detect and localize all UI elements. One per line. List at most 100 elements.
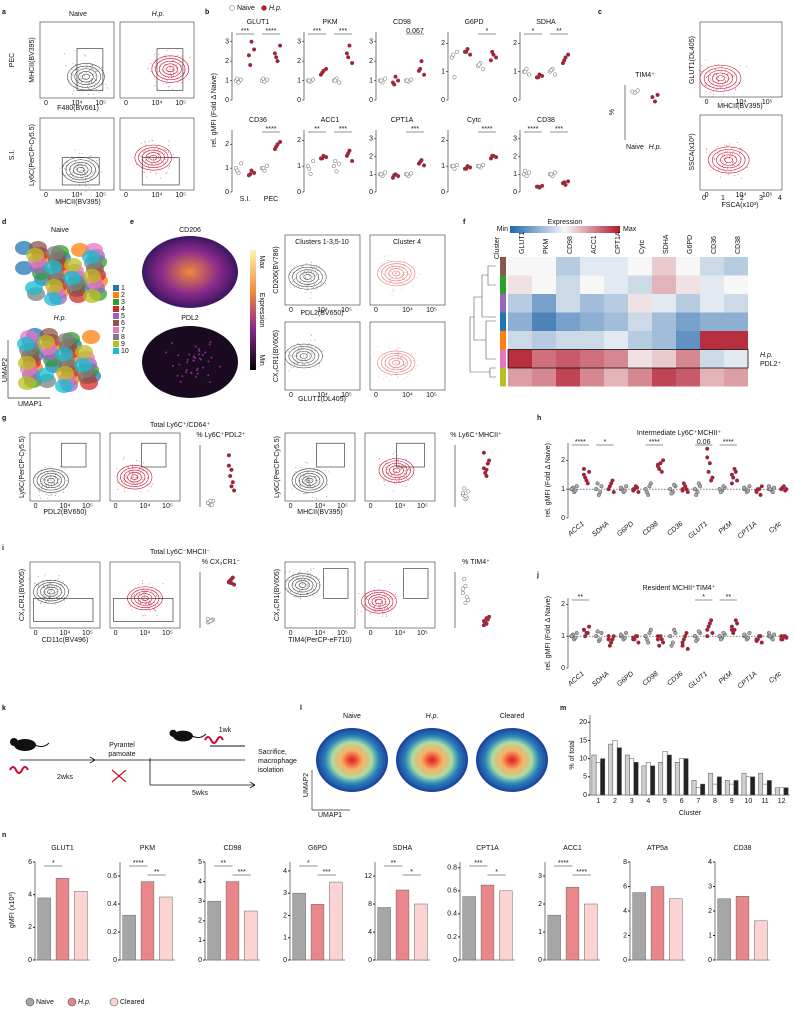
flow-event [85, 55, 87, 57]
flow-contour [130, 474, 139, 480]
flow-event [306, 585, 308, 587]
flow-event [311, 348, 313, 350]
flow-event [141, 580, 143, 582]
x-tick-label: H.p. [649, 144, 662, 151]
bar [724, 780, 730, 796]
flow-event [45, 494, 47, 496]
label: Expression [258, 293, 265, 328]
bar [395, 889, 410, 961]
flow-event [129, 481, 131, 483]
significance: **** [558, 860, 569, 867]
label: Naive [343, 713, 361, 720]
flow-event [75, 161, 77, 163]
heatmap-cell [604, 257, 628, 276]
flow-event [409, 469, 411, 471]
umap-expression-dot [195, 375, 198, 378]
flow-event [122, 480, 124, 482]
flow-event [391, 265, 393, 267]
flow-event [62, 476, 64, 478]
panel-letter: m [560, 705, 566, 712]
flow-event [291, 265, 293, 267]
flow-event [316, 576, 318, 578]
data-point [405, 172, 410, 177]
data-point [635, 634, 640, 639]
flow-event [307, 485, 309, 487]
flow-event [308, 579, 310, 581]
flow-event [140, 491, 142, 493]
flow-event [314, 585, 316, 587]
legend-swatch [113, 348, 119, 354]
data-point [481, 162, 486, 167]
flow-event [311, 488, 313, 490]
flow-event [405, 470, 407, 472]
flow-event [711, 96, 713, 98]
y-tick-label: 2 [561, 601, 565, 608]
flow-event [734, 157, 736, 159]
flow-event [309, 572, 311, 574]
flow-event [165, 172, 167, 174]
data-point [333, 78, 338, 83]
flow-event [134, 593, 136, 595]
flow-event [387, 468, 389, 470]
flow-event [141, 582, 143, 584]
flow-event [74, 177, 76, 179]
flow-event [43, 587, 45, 589]
flow-event [307, 352, 309, 354]
x-tick-label: CPT1A [737, 520, 759, 540]
flow-event [312, 592, 314, 594]
label: GLUT1(DL405) [298, 396, 346, 403]
flow-event [37, 600, 39, 602]
heatmap-cell [580, 257, 604, 276]
flow-event [39, 491, 41, 493]
significance: **** [528, 126, 539, 133]
data-point [350, 61, 355, 66]
umap-expression-dot [210, 356, 213, 359]
y-tick-label: 1 [198, 937, 202, 944]
heatmap-cell [604, 294, 628, 313]
bar [745, 776, 751, 796]
flow-tick-label: 0 [44, 192, 48, 199]
significance: ** [221, 860, 227, 867]
flow-event [129, 478, 131, 480]
flow-event [168, 69, 170, 71]
flow-event [698, 70, 700, 72]
bar [754, 920, 768, 961]
data-point [418, 159, 423, 164]
heatmap-cell [556, 294, 580, 313]
chart-title: G6PD [464, 19, 483, 26]
flow-event [177, 82, 179, 84]
data-point [549, 68, 554, 73]
flow-event [404, 377, 406, 379]
flow-event [735, 84, 737, 86]
flow-event [727, 145, 729, 147]
bar [691, 780, 697, 796]
flow-event [151, 603, 153, 605]
flow-event [714, 72, 716, 74]
flow-event [385, 461, 387, 463]
flow-event [723, 88, 725, 90]
flow-event [123, 488, 125, 490]
x-tick-label: 12 [778, 798, 786, 805]
flow-event [709, 170, 711, 172]
label: Total Ly6C⁻MHCII⁻ [150, 549, 210, 556]
y-tick-label: 20 [579, 719, 587, 726]
legend-swatch [113, 320, 119, 326]
data-point [599, 484, 604, 489]
label: CD11c(BV496) [42, 637, 89, 644]
flow-event [147, 490, 149, 492]
flow-tick-label: 0 [114, 503, 118, 510]
flow-event [407, 273, 409, 275]
flow-event [149, 602, 151, 604]
flow-event [410, 269, 412, 271]
umap-expression-dot [196, 367, 199, 370]
label: UMAP2 [2, 358, 9, 382]
panel-letter: n [2, 832, 6, 839]
data-point [709, 618, 714, 623]
flow-event [705, 151, 707, 153]
bar [633, 762, 639, 796]
flow-event [84, 54, 86, 56]
flow-event [411, 365, 413, 367]
label: F480(BV661) [57, 105, 99, 112]
flow-event [408, 468, 410, 470]
flow-event [66, 480, 68, 482]
